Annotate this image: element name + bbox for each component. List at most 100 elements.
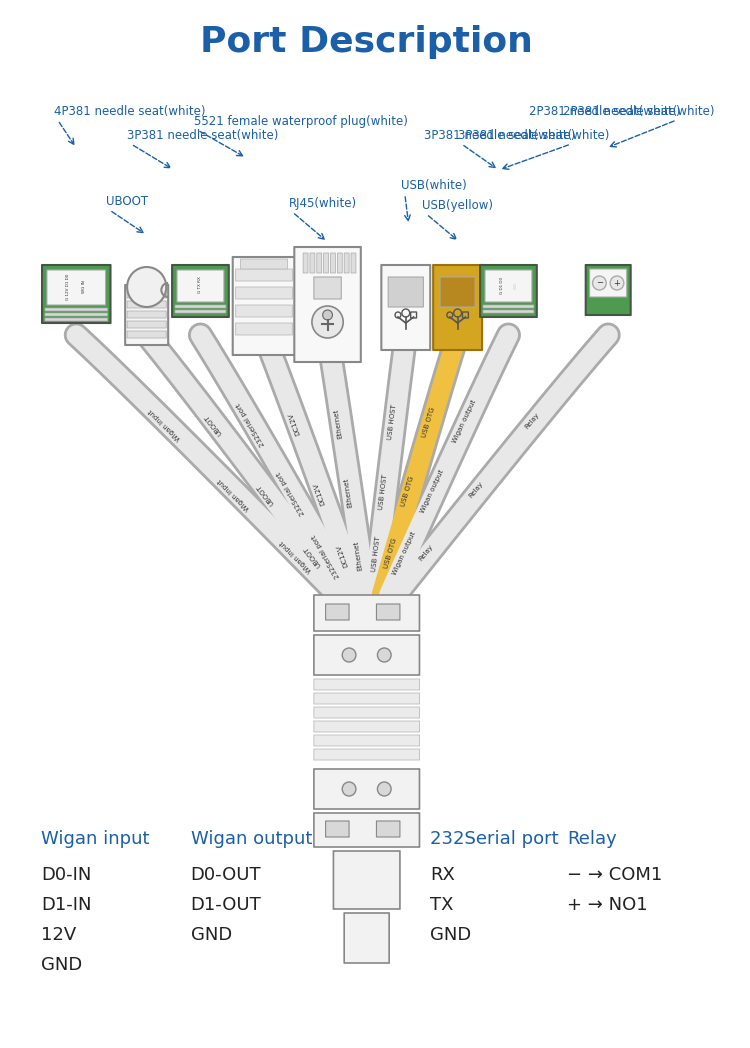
FancyBboxPatch shape <box>236 287 292 299</box>
FancyBboxPatch shape <box>331 253 335 272</box>
Text: WG IN: WG IN <box>82 281 86 293</box>
Text: UBOOT: UBOOT <box>302 545 322 568</box>
Text: Ethernet: Ethernet <box>352 540 363 570</box>
Text: 3P381 needle seat(white): 3P381 needle seat(white) <box>127 129 278 141</box>
FancyBboxPatch shape <box>314 595 419 631</box>
Text: TX: TX <box>430 896 454 914</box>
Text: −: − <box>596 279 603 287</box>
FancyBboxPatch shape <box>326 604 349 620</box>
FancyBboxPatch shape <box>127 311 166 318</box>
Text: G 12V D1 D0: G 12V D1 D0 <box>67 274 70 300</box>
FancyBboxPatch shape <box>338 253 342 272</box>
Text: Relay: Relay <box>567 830 616 848</box>
Text: Relay: Relay <box>524 412 541 430</box>
FancyBboxPatch shape <box>351 253 356 272</box>
Circle shape <box>312 306 344 339</box>
Text: Wigan input: Wigan input <box>41 830 149 848</box>
Text: Ethernet: Ethernet <box>344 477 354 508</box>
FancyBboxPatch shape <box>480 265 537 316</box>
FancyBboxPatch shape <box>483 310 534 313</box>
Text: Ethernet: Ethernet <box>333 408 344 438</box>
FancyBboxPatch shape <box>314 679 419 690</box>
Circle shape <box>610 276 624 290</box>
Circle shape <box>342 782 356 796</box>
Text: GND: GND <box>190 926 232 944</box>
Circle shape <box>377 782 391 796</box>
FancyBboxPatch shape <box>45 308 107 311</box>
Text: Wigan input: Wigan input <box>217 477 251 511</box>
FancyBboxPatch shape <box>314 277 341 299</box>
FancyBboxPatch shape <box>236 323 292 335</box>
Text: 12V: 12V <box>41 926 76 944</box>
FancyBboxPatch shape <box>586 265 631 315</box>
FancyBboxPatch shape <box>236 305 292 316</box>
Text: G D1 D0: G D1 D0 <box>500 277 503 293</box>
Text: DC12V: DC12V <box>287 412 302 436</box>
FancyBboxPatch shape <box>236 269 292 281</box>
FancyBboxPatch shape <box>388 277 424 307</box>
FancyBboxPatch shape <box>314 707 419 718</box>
Text: 2P381 needle seat(white): 2P381 needle seat(white) <box>563 105 715 118</box>
FancyBboxPatch shape <box>125 285 168 345</box>
FancyBboxPatch shape <box>344 913 389 963</box>
Text: Wigan input: Wigan input <box>278 540 313 573</box>
FancyBboxPatch shape <box>314 813 419 847</box>
FancyBboxPatch shape <box>314 749 419 760</box>
FancyBboxPatch shape <box>433 265 482 350</box>
FancyBboxPatch shape <box>381 265 430 350</box>
FancyBboxPatch shape <box>177 270 224 302</box>
Text: D1-IN: D1-IN <box>41 896 92 914</box>
FancyBboxPatch shape <box>175 310 226 313</box>
FancyBboxPatch shape <box>175 305 226 308</box>
Text: GND: GND <box>430 926 472 944</box>
Text: USB(yellow): USB(yellow) <box>422 199 494 212</box>
FancyBboxPatch shape <box>172 265 229 316</box>
Text: USB HOST: USB HOST <box>378 474 388 510</box>
Text: USB OTG: USB OTG <box>400 476 416 507</box>
Text: − → COM1: − → COM1 <box>567 866 662 885</box>
FancyBboxPatch shape <box>310 253 315 272</box>
Text: 5521 female waterproof plug(white): 5521 female waterproof plug(white) <box>194 115 407 128</box>
Text: 232Serial port: 232Serial port <box>236 401 266 447</box>
Text: UBOOT: UBOOT <box>203 413 223 436</box>
FancyBboxPatch shape <box>127 321 166 328</box>
Text: Wigan output: Wigan output <box>420 468 445 514</box>
Text: USB OTG: USB OTG <box>421 406 436 438</box>
Text: 232Serial port: 232Serial port <box>430 830 559 848</box>
FancyBboxPatch shape <box>47 270 106 305</box>
Text: + → NO1: + → NO1 <box>567 896 648 914</box>
Text: Relay: Relay <box>418 543 434 562</box>
Text: +: + <box>614 279 620 287</box>
Text: Wigan input: Wigan input <box>148 408 182 442</box>
Text: UBOOT: UBOOT <box>106 195 148 208</box>
Text: 3P381 needle seat(white): 3P381 needle seat(white) <box>458 129 609 141</box>
Text: 232Serial port: 232Serial port <box>311 533 341 578</box>
FancyBboxPatch shape <box>376 821 400 837</box>
Text: GND: GND <box>41 956 82 974</box>
FancyBboxPatch shape <box>127 301 166 308</box>
Circle shape <box>377 648 391 662</box>
Text: WG: WG <box>514 281 518 288</box>
FancyBboxPatch shape <box>316 253 322 272</box>
FancyBboxPatch shape <box>42 265 110 323</box>
Text: RJ45(white): RJ45(white) <box>289 197 356 210</box>
FancyBboxPatch shape <box>314 735 419 746</box>
FancyBboxPatch shape <box>590 269 627 297</box>
Text: 2P381 needle seat(white): 2P381 needle seat(white) <box>529 105 680 118</box>
Circle shape <box>127 267 166 307</box>
Text: D1-OUT: D1-OUT <box>190 896 262 914</box>
FancyBboxPatch shape <box>45 318 107 321</box>
Text: USB(white): USB(white) <box>401 179 466 192</box>
FancyBboxPatch shape <box>314 635 419 675</box>
FancyBboxPatch shape <box>483 305 534 308</box>
FancyBboxPatch shape <box>334 851 400 909</box>
Text: G TX RX: G TX RX <box>199 277 202 293</box>
FancyBboxPatch shape <box>314 721 419 732</box>
FancyBboxPatch shape <box>45 313 107 316</box>
Text: 3P381 needle seat(white): 3P381 needle seat(white) <box>424 129 575 141</box>
FancyBboxPatch shape <box>241 259 287 269</box>
Text: Port Description: Port Description <box>200 25 533 59</box>
FancyBboxPatch shape <box>127 331 166 339</box>
Text: 4P381 needle seat(white): 4P381 needle seat(white) <box>54 105 206 118</box>
Text: USB HOST: USB HOST <box>386 405 397 440</box>
